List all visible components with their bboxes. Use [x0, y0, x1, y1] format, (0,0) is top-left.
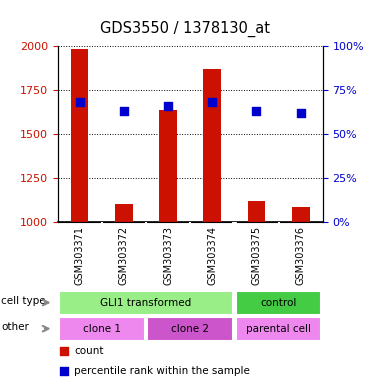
Text: GSM303372: GSM303372: [119, 227, 129, 285]
Bar: [292, 207, 309, 222]
Point: [165, 103, 171, 109]
Text: clone 2: clone 2: [171, 324, 209, 334]
Text: count: count: [74, 346, 104, 356]
Text: GSM303373: GSM303373: [163, 227, 173, 285]
Bar: [115, 204, 133, 222]
Text: GSM303375: GSM303375: [252, 227, 262, 285]
Text: GSM303376: GSM303376: [296, 227, 306, 285]
Text: GSM303374: GSM303374: [207, 227, 217, 285]
Text: clone 1: clone 1: [83, 324, 121, 334]
Bar: [59, 291, 233, 314]
Point: [209, 99, 215, 105]
Point: [61, 348, 67, 354]
Point: [298, 110, 303, 116]
Text: control: control: [260, 298, 297, 308]
Bar: [203, 69, 221, 222]
Text: GDS3550 / 1378130_at: GDS3550 / 1378130_at: [101, 20, 270, 36]
Bar: [236, 291, 321, 314]
Text: other: other: [1, 323, 29, 333]
Point: [61, 367, 67, 374]
Bar: [247, 201, 265, 222]
Point: [77, 99, 83, 105]
Bar: [159, 110, 177, 222]
Text: GLI1 transformed: GLI1 transformed: [100, 298, 191, 308]
Text: percentile rank within the sample: percentile rank within the sample: [74, 366, 250, 376]
Bar: [71, 49, 88, 222]
Text: cell type: cell type: [1, 296, 46, 306]
Point: [121, 108, 127, 114]
Text: parental cell: parental cell: [246, 324, 311, 334]
Bar: [236, 317, 321, 341]
Bar: [59, 317, 145, 341]
Bar: [147, 317, 233, 341]
Point: [253, 108, 259, 114]
Text: GSM303371: GSM303371: [75, 227, 85, 285]
